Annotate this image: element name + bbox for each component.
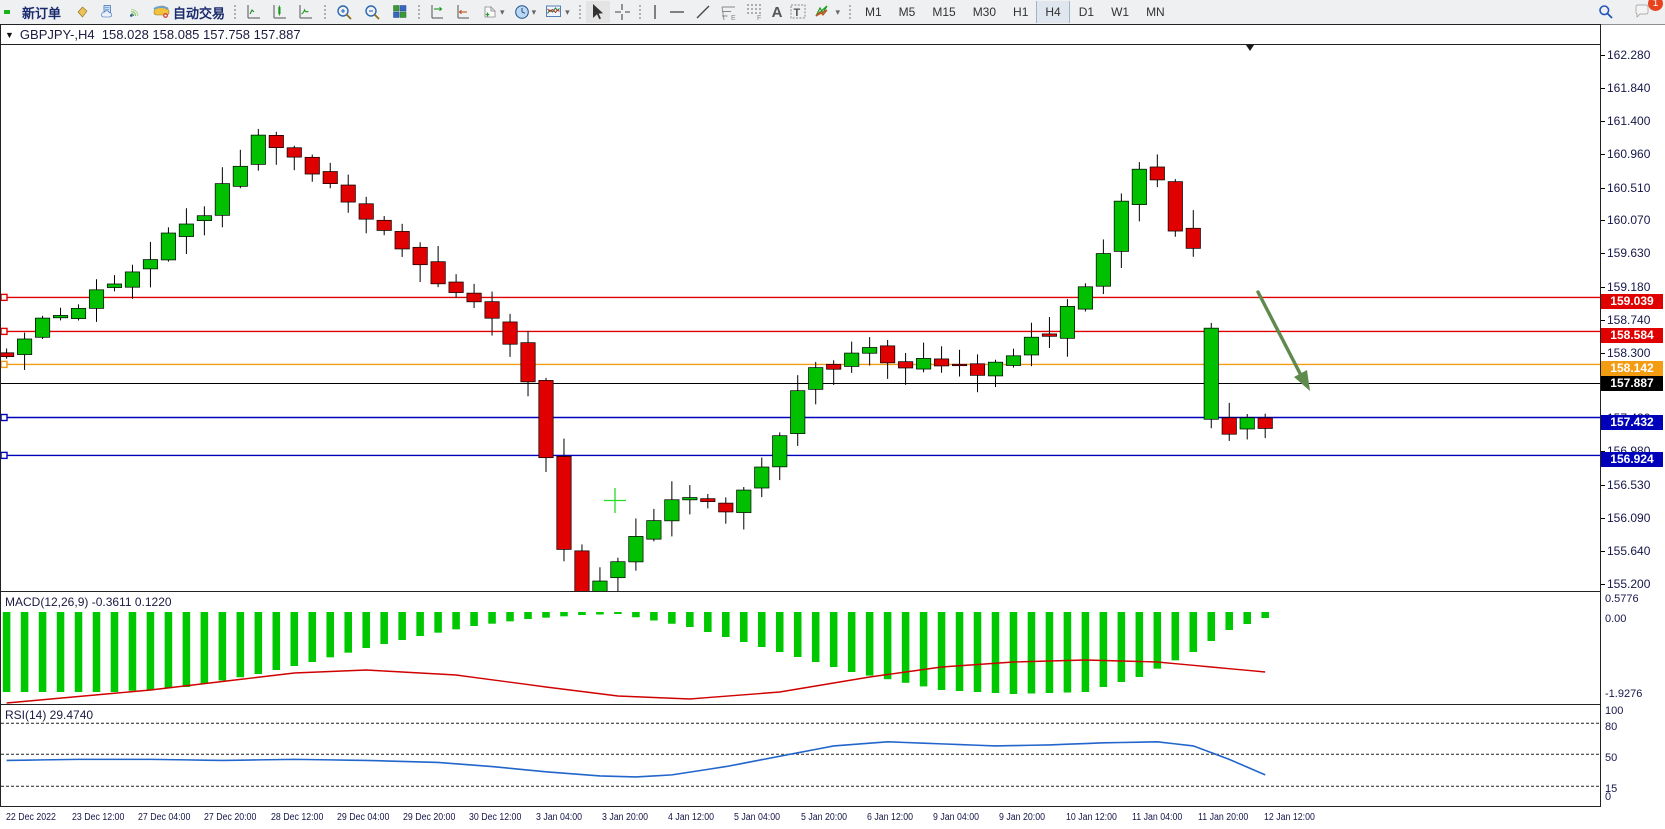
svg-text:E: E	[731, 15, 736, 21]
svg-text:F: F	[757, 15, 761, 21]
svg-text:T: T	[794, 7, 801, 19]
